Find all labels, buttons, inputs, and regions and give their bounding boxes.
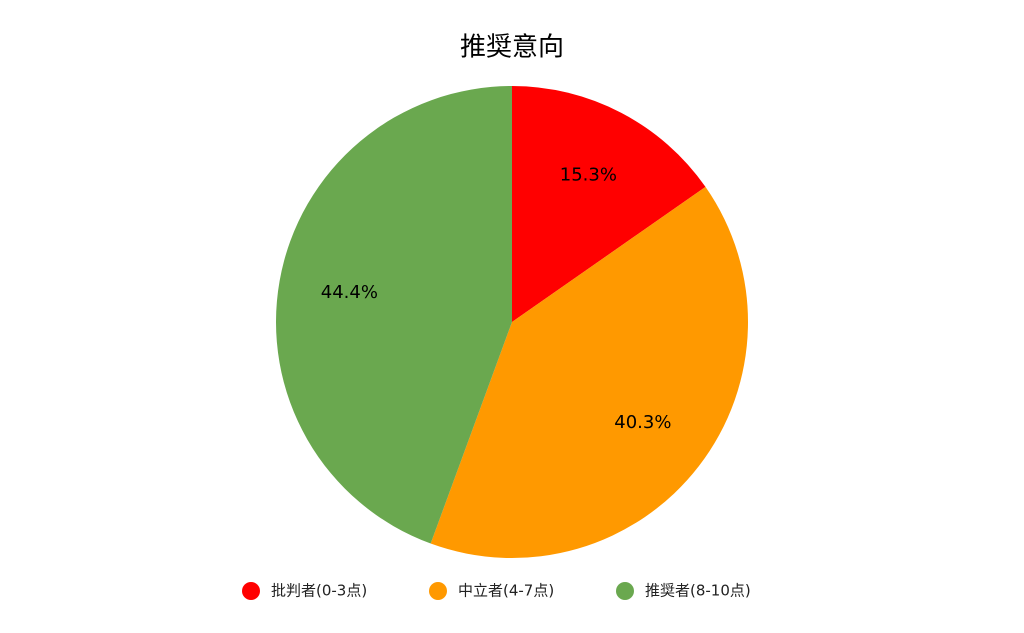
- legend-marker: [242, 582, 260, 600]
- legend-label: 推奨者(8-10点): [645, 582, 751, 600]
- legend-marker: [616, 582, 634, 600]
- legend-label: 中立者(4-7点): [458, 582, 554, 600]
- pie-slice: [512, 86, 706, 322]
- value-label: 44.4%: [321, 282, 378, 303]
- legend-marker: [429, 582, 447, 600]
- value-label: 15.3%: [560, 165, 617, 186]
- pie-slice: [276, 86, 512, 544]
- legend-label: 批判者(0-3点): [271, 582, 367, 600]
- chart-title: 推奨意向: [460, 33, 564, 63]
- pie-slice: [430, 186, 749, 559]
- value-label: 40.3%: [614, 412, 671, 433]
